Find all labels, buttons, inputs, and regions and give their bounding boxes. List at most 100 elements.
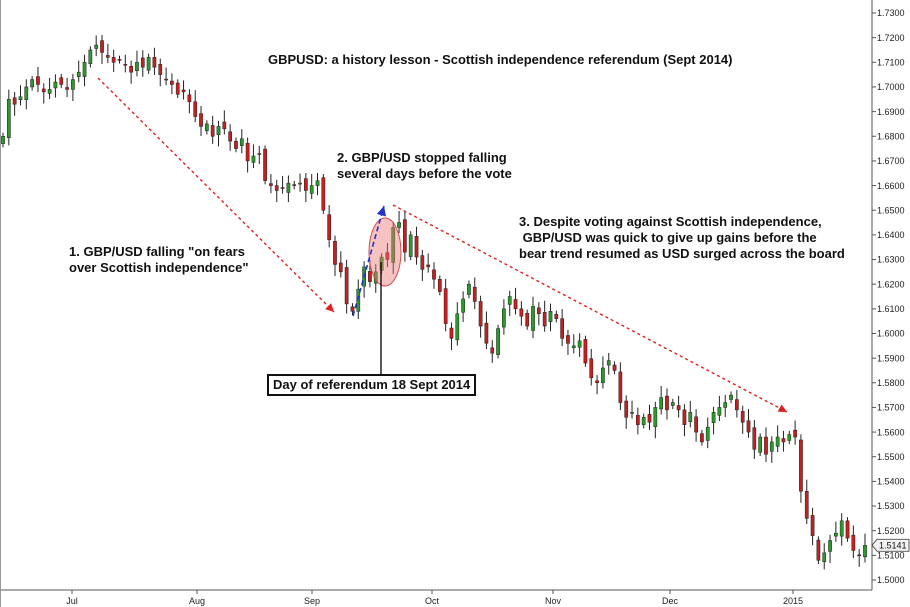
- candle-body: [519, 308, 524, 317]
- candle-body: [350, 306, 355, 312]
- candle-body: [205, 123, 209, 132]
- candle-body: [181, 89, 186, 93]
- candle-body: [769, 441, 774, 452]
- candle-body: [729, 394, 733, 400]
- candle-body: [682, 409, 687, 425]
- candle-body: [507, 296, 512, 305]
- candle-body: [105, 55, 110, 58]
- candle-body: [746, 420, 751, 433]
- candle-body: [490, 347, 495, 354]
- last-price-label: 1.5141: [879, 540, 907, 550]
- y-tick-label: 1.5000: [877, 575, 905, 585]
- candle-body: [857, 554, 862, 557]
- candle-body: [688, 412, 693, 422]
- candle-body: [536, 307, 541, 315]
- candle-body: [53, 81, 58, 89]
- candle-body: [199, 113, 203, 127]
- candle-body: [6, 99, 11, 138]
- candle-body: [571, 345, 576, 349]
- candle-body: [461, 298, 465, 313]
- candle-body: [210, 125, 215, 137]
- trend-arrows: [97, 77, 788, 413]
- annotation-stopped-falling: 2. GBP/USD stopped falling several days …: [337, 150, 512, 181]
- candle-body: [245, 142, 250, 162]
- candle-body: [292, 184, 297, 186]
- y-tick-label: 1.5800: [877, 378, 905, 388]
- candle-body: [437, 278, 442, 292]
- candle-body: [665, 395, 669, 411]
- candle-body: [123, 64, 128, 66]
- x-tick-label: Oct: [425, 596, 440, 606]
- candle-body: [676, 405, 681, 411]
- candle-body: [845, 520, 850, 539]
- candle-body: [659, 397, 663, 410]
- candles-layer: [1, 34, 867, 570]
- candle-body: [403, 219, 407, 253]
- candle-body: [304, 178, 308, 191]
- y-tick-label: 1.7000: [877, 82, 905, 92]
- candle-body: [793, 429, 797, 438]
- y-tick-label: 1.5700: [877, 403, 905, 413]
- candle-body: [100, 40, 104, 53]
- candle-body: [647, 414, 652, 423]
- candle-body: [1, 136, 5, 144]
- candle-body: [170, 80, 174, 85]
- candle-body: [496, 328, 500, 355]
- y-tick-label: 1.6500: [877, 205, 905, 215]
- candle-body: [542, 312, 547, 327]
- candle-body: [391, 227, 396, 263]
- candle-body: [606, 360, 611, 366]
- y-tick-label: 1.6800: [877, 131, 905, 141]
- candle-body: [513, 299, 518, 310]
- candle-body: [799, 439, 803, 492]
- y-tick-label: 1.6700: [877, 156, 905, 166]
- x-tick-label: Sep: [304, 596, 320, 606]
- candle-body: [327, 214, 332, 241]
- candle-body: [41, 88, 46, 93]
- candle-body: [152, 57, 157, 68]
- candle-body: [554, 313, 559, 319]
- y-tick-label: 1.5400: [877, 477, 905, 487]
- y-tick-label: 1.6400: [877, 230, 905, 240]
- candle-body: [636, 415, 640, 425]
- candle-body: [414, 236, 419, 258]
- arrow-decline-1: [97, 77, 335, 313]
- candle-body: [344, 267, 349, 305]
- y-tick-label: 1.7100: [877, 58, 905, 68]
- candle-body: [263, 148, 267, 181]
- candle-body: [723, 402, 728, 408]
- candle-body: [164, 78, 168, 81]
- candle-body: [455, 313, 460, 341]
- candle-body: [187, 94, 192, 102]
- candle-body: [216, 126, 221, 136]
- y-tick-label: 1.6100: [877, 304, 905, 314]
- candle-body: [397, 222, 401, 228]
- candle-body: [502, 308, 506, 328]
- y-tick-label: 1.5900: [877, 353, 905, 363]
- candle-body: [274, 185, 279, 191]
- candle-body: [286, 182, 291, 193]
- candle-body: [653, 407, 658, 427]
- candle-body: [822, 552, 827, 563]
- candle-body: [449, 327, 454, 339]
- last-price-box: [871, 538, 910, 552]
- candle-body: [624, 400, 629, 418]
- candle-body: [583, 339, 588, 364]
- candle-body: [298, 182, 302, 185]
- candle-body: [309, 185, 314, 194]
- y-tick-label: 1.5100: [877, 551, 905, 561]
- candle-body: [804, 491, 809, 519]
- candle-body: [781, 438, 786, 443]
- candle-body: [385, 252, 390, 260]
- candle-body: [851, 534, 856, 551]
- candle-body: [333, 241, 337, 265]
- candle-body: [443, 288, 448, 324]
- candle-body: [146, 57, 151, 71]
- referendum-label: Day of referendum 18 Sept 2014: [267, 374, 477, 396]
- candle-body: [560, 318, 564, 339]
- candle-body: [810, 515, 815, 536]
- candle-body: [111, 57, 116, 63]
- candle-body: [525, 313, 530, 327]
